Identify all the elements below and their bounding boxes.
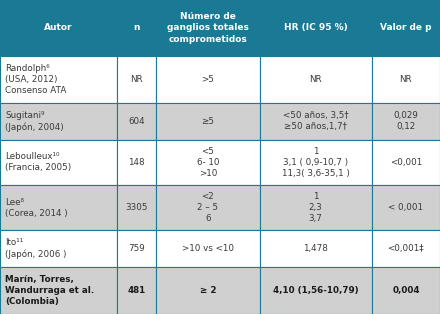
Bar bbox=[0, 185, 117, 230]
Text: >10 vs <10: >10 vs <10 bbox=[182, 244, 234, 253]
Bar bbox=[0, 139, 117, 185]
Text: Valor de p: Valor de p bbox=[380, 24, 432, 32]
Text: 1,478: 1,478 bbox=[303, 244, 328, 253]
Text: < 0,001: < 0,001 bbox=[389, 203, 423, 212]
Bar bbox=[0, 267, 117, 314]
Bar bbox=[372, 0, 440, 56]
Text: Ito¹¹
(Japón, 2006 ): Ito¹¹ (Japón, 2006 ) bbox=[5, 238, 67, 259]
Bar bbox=[372, 230, 440, 267]
Text: Sugitani⁹
(Japón, 2004): Sugitani⁹ (Japón, 2004) bbox=[5, 111, 64, 132]
Bar bbox=[117, 103, 156, 139]
Bar bbox=[117, 56, 156, 103]
Text: >5: >5 bbox=[202, 75, 214, 84]
Bar bbox=[0, 0, 117, 56]
Bar bbox=[117, 0, 156, 56]
Text: 1
2,3
3,7: 1 2,3 3,7 bbox=[309, 192, 323, 223]
Bar bbox=[372, 103, 440, 139]
Bar bbox=[117, 230, 156, 267]
Text: <2
2 – 5
6: <2 2 – 5 6 bbox=[198, 192, 218, 223]
Bar bbox=[260, 267, 372, 314]
Text: 3305: 3305 bbox=[125, 203, 148, 212]
Text: 1
3,1 ( 0,9-10,7 )
11,3( 3,6-35,1 ): 1 3,1 ( 0,9-10,7 ) 11,3( 3,6-35,1 ) bbox=[282, 147, 350, 178]
Text: 481: 481 bbox=[127, 286, 146, 295]
Text: 148: 148 bbox=[128, 158, 145, 167]
Bar bbox=[0, 230, 117, 267]
Text: 0,029
0,12: 0,029 0,12 bbox=[393, 111, 418, 131]
Text: Número de
ganglios totales
comprometidos: Número de ganglios totales comprometidos bbox=[167, 12, 249, 44]
Bar bbox=[156, 0, 260, 56]
Bar bbox=[156, 267, 260, 314]
Text: <0,001‡: <0,001‡ bbox=[388, 244, 424, 253]
Text: 0,004: 0,004 bbox=[392, 286, 420, 295]
Bar bbox=[260, 139, 372, 185]
Text: NR: NR bbox=[130, 75, 143, 84]
Bar bbox=[156, 230, 260, 267]
Text: ≥5: ≥5 bbox=[202, 117, 214, 126]
Text: Marín, Torres,
Wandurraga et al.
(Colombia): Marín, Torres, Wandurraga et al. (Colomb… bbox=[5, 275, 95, 306]
Text: <50 años, 3,5†
≥50 años,1,7†: <50 años, 3,5† ≥50 años,1,7† bbox=[283, 111, 348, 131]
Bar bbox=[260, 230, 372, 267]
Bar bbox=[0, 103, 117, 139]
Text: <0,001: <0,001 bbox=[390, 158, 422, 167]
Text: Lee⁸
(Corea, 2014 ): Lee⁸ (Corea, 2014 ) bbox=[5, 198, 68, 218]
Text: NR: NR bbox=[400, 75, 412, 84]
Bar bbox=[117, 185, 156, 230]
Text: Leboulleux¹⁰
(Francia, 2005): Leboulleux¹⁰ (Francia, 2005) bbox=[5, 152, 72, 172]
Bar bbox=[156, 139, 260, 185]
Bar bbox=[156, 56, 260, 103]
Bar bbox=[117, 139, 156, 185]
Bar bbox=[117, 267, 156, 314]
Text: n: n bbox=[133, 24, 139, 32]
Text: 759: 759 bbox=[128, 244, 145, 253]
Bar bbox=[372, 139, 440, 185]
Text: NR: NR bbox=[309, 75, 322, 84]
Text: Autor: Autor bbox=[44, 24, 73, 32]
Bar bbox=[372, 267, 440, 314]
Bar bbox=[0, 56, 117, 103]
Bar bbox=[260, 56, 372, 103]
Text: 604: 604 bbox=[128, 117, 145, 126]
Bar bbox=[260, 185, 372, 230]
Text: HR (IC 95 %): HR (IC 95 %) bbox=[284, 24, 348, 32]
Bar bbox=[372, 185, 440, 230]
Text: Randolph⁶
(USA, 2012)
Consenso ATA: Randolph⁶ (USA, 2012) Consenso ATA bbox=[5, 64, 66, 95]
Text: 4,10 (1,56-10,79): 4,10 (1,56-10,79) bbox=[273, 286, 359, 295]
Bar bbox=[260, 103, 372, 139]
Bar bbox=[260, 0, 372, 56]
Bar bbox=[156, 185, 260, 230]
Text: <5
6- 10
>10: <5 6- 10 >10 bbox=[197, 147, 219, 178]
Bar bbox=[372, 56, 440, 103]
Text: ≥ 2: ≥ 2 bbox=[200, 286, 216, 295]
Bar bbox=[156, 103, 260, 139]
